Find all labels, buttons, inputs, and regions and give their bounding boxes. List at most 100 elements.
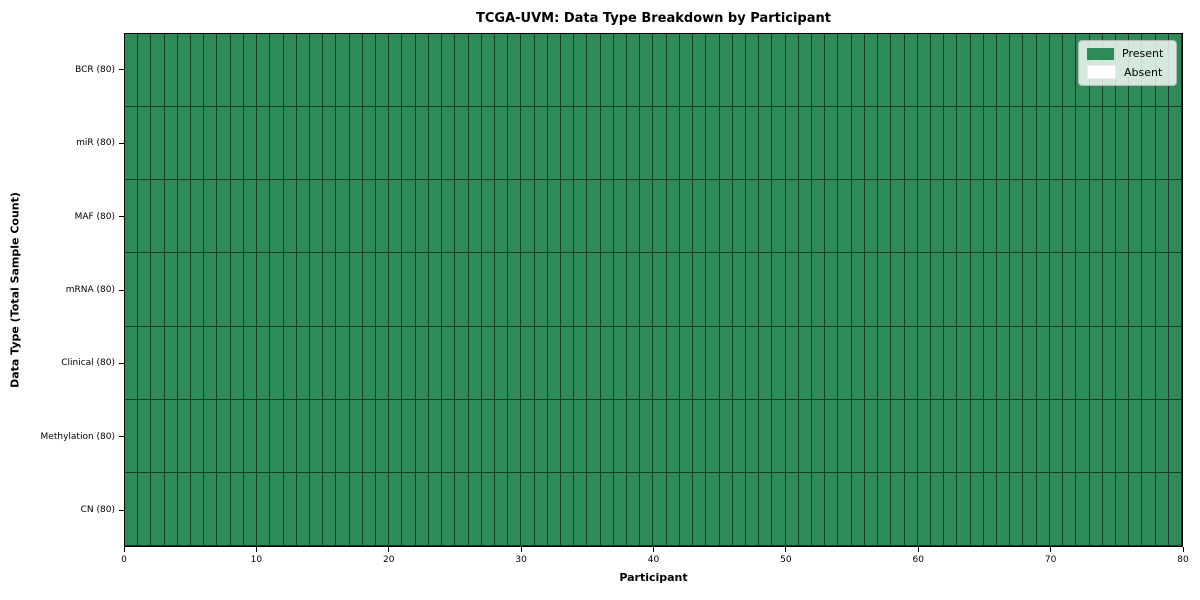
heatmap-cell bbox=[983, 399, 998, 473]
heatmap-cell bbox=[891, 326, 905, 400]
heatmap-cell bbox=[521, 34, 535, 108]
heatmap-cell bbox=[997, 399, 1011, 473]
heatmap-cell bbox=[825, 107, 839, 181]
y-tick-label: mRNA (80) bbox=[65, 285, 115, 295]
heatmap-cell bbox=[904, 399, 918, 473]
y-tick-label: BCR (80) bbox=[75, 64, 115, 75]
heatmap-cell bbox=[706, 399, 720, 473]
heatmap-cell bbox=[627, 399, 641, 473]
heatmap-cell bbox=[838, 472, 852, 546]
heatmap-cell bbox=[970, 180, 984, 254]
heatmap-cell bbox=[508, 472, 522, 546]
heatmap-cell bbox=[745, 472, 760, 546]
x-tick-label: 60 bbox=[912, 555, 924, 565]
heatmap-cell bbox=[812, 107, 826, 181]
heatmap-cell bbox=[693, 399, 707, 473]
heatmap-cell bbox=[508, 107, 522, 181]
heatmap-cell bbox=[151, 253, 165, 327]
heatmap-cell bbox=[627, 326, 641, 400]
heatmap-cell bbox=[719, 472, 733, 546]
heatmap-cell bbox=[864, 472, 879, 546]
heatmap-cell bbox=[508, 326, 522, 400]
heatmap-cell bbox=[600, 34, 614, 108]
heatmap-cell bbox=[930, 326, 945, 400]
heatmap-cell bbox=[468, 253, 482, 327]
heatmap-cell bbox=[243, 34, 258, 108]
heatmap-cell bbox=[917, 180, 931, 254]
x-tick-mark bbox=[653, 547, 654, 552]
heatmap-cell bbox=[1063, 34, 1077, 108]
heatmap-cell bbox=[825, 472, 839, 546]
heatmap-cell bbox=[587, 180, 601, 254]
heatmap-cell bbox=[561, 253, 575, 327]
heatmap-cell bbox=[1010, 253, 1024, 327]
heatmap-cell bbox=[151, 34, 165, 108]
heatmap-cell bbox=[1063, 107, 1077, 181]
heatmap-cell bbox=[270, 326, 284, 400]
heatmap-cell bbox=[243, 399, 258, 473]
heatmap-cell bbox=[878, 180, 892, 254]
heatmap-cell bbox=[534, 107, 548, 181]
heatmap-cell bbox=[904, 326, 918, 400]
heatmap-cell bbox=[177, 472, 192, 546]
heatmap-cell bbox=[1155, 472, 1169, 546]
heatmap-cell bbox=[547, 253, 561, 327]
heatmap-cell bbox=[296, 107, 310, 181]
y-tick-label: Clinical (80) bbox=[61, 358, 115, 369]
heatmap-cell bbox=[217, 253, 231, 327]
heatmap-cell bbox=[653, 472, 667, 546]
heatmap-cell bbox=[270, 34, 284, 108]
heatmap-cell bbox=[164, 326, 178, 400]
heatmap-cell bbox=[402, 326, 416, 400]
heatmap-cell bbox=[640, 472, 654, 546]
heatmap-cell bbox=[428, 180, 443, 254]
heatmap-cell bbox=[521, 326, 535, 400]
heatmap-cell bbox=[177, 34, 192, 108]
heatmap-cell bbox=[1142, 326, 1156, 400]
y-tick-mark bbox=[119, 509, 124, 511]
heatmap-cell bbox=[309, 326, 324, 400]
heatmap-cell bbox=[1049, 399, 1064, 473]
heatmap-cell bbox=[164, 107, 178, 181]
heatmap-cell bbox=[376, 399, 390, 473]
x-tick-mark bbox=[917, 547, 919, 552]
heatmap-cell bbox=[679, 399, 694, 473]
heatmap-cell bbox=[362, 472, 377, 546]
heatmap-cell bbox=[587, 326, 601, 400]
heatmap-cell bbox=[1155, 180, 1169, 254]
heatmap-cell bbox=[1036, 107, 1050, 181]
heatmap-cell bbox=[164, 34, 178, 108]
heatmap-cell bbox=[1023, 472, 1037, 546]
heatmap-cell bbox=[442, 472, 456, 546]
heatmap-cell bbox=[772, 253, 786, 327]
heatmap-cell bbox=[1049, 34, 1064, 108]
heatmap-cell bbox=[468, 326, 482, 400]
heatmap-cell bbox=[309, 34, 324, 108]
heatmap-cell bbox=[243, 180, 258, 254]
heatmap-cell bbox=[983, 253, 998, 327]
heatmap-cell bbox=[997, 472, 1011, 546]
heatmap-cell bbox=[323, 472, 337, 546]
heatmap-cell bbox=[230, 326, 244, 400]
heatmap-cell bbox=[534, 399, 548, 473]
heatmap-cell bbox=[376, 107, 390, 181]
heatmap-cell bbox=[666, 399, 680, 473]
heatmap-cell bbox=[283, 34, 297, 108]
heatmap-cell bbox=[1142, 399, 1156, 473]
heatmap-cell bbox=[957, 253, 971, 327]
heatmap-cell bbox=[204, 326, 218, 400]
heatmap-cell bbox=[812, 180, 826, 254]
heatmap-cell bbox=[878, 253, 892, 327]
heatmap-cell bbox=[851, 107, 865, 181]
heatmap-cell bbox=[402, 107, 416, 181]
heatmap-cell bbox=[296, 472, 310, 546]
heatmap-cell bbox=[230, 253, 244, 327]
heatmap-cell bbox=[812, 472, 826, 546]
heatmap-cell bbox=[1155, 326, 1169, 400]
heatmap-cell bbox=[362, 107, 377, 181]
heatmap-cell bbox=[785, 34, 799, 108]
heatmap-cell bbox=[864, 253, 879, 327]
heatmap-cell bbox=[772, 472, 786, 546]
heatmap-cell bbox=[257, 472, 271, 546]
heatmap-cell bbox=[561, 180, 575, 254]
